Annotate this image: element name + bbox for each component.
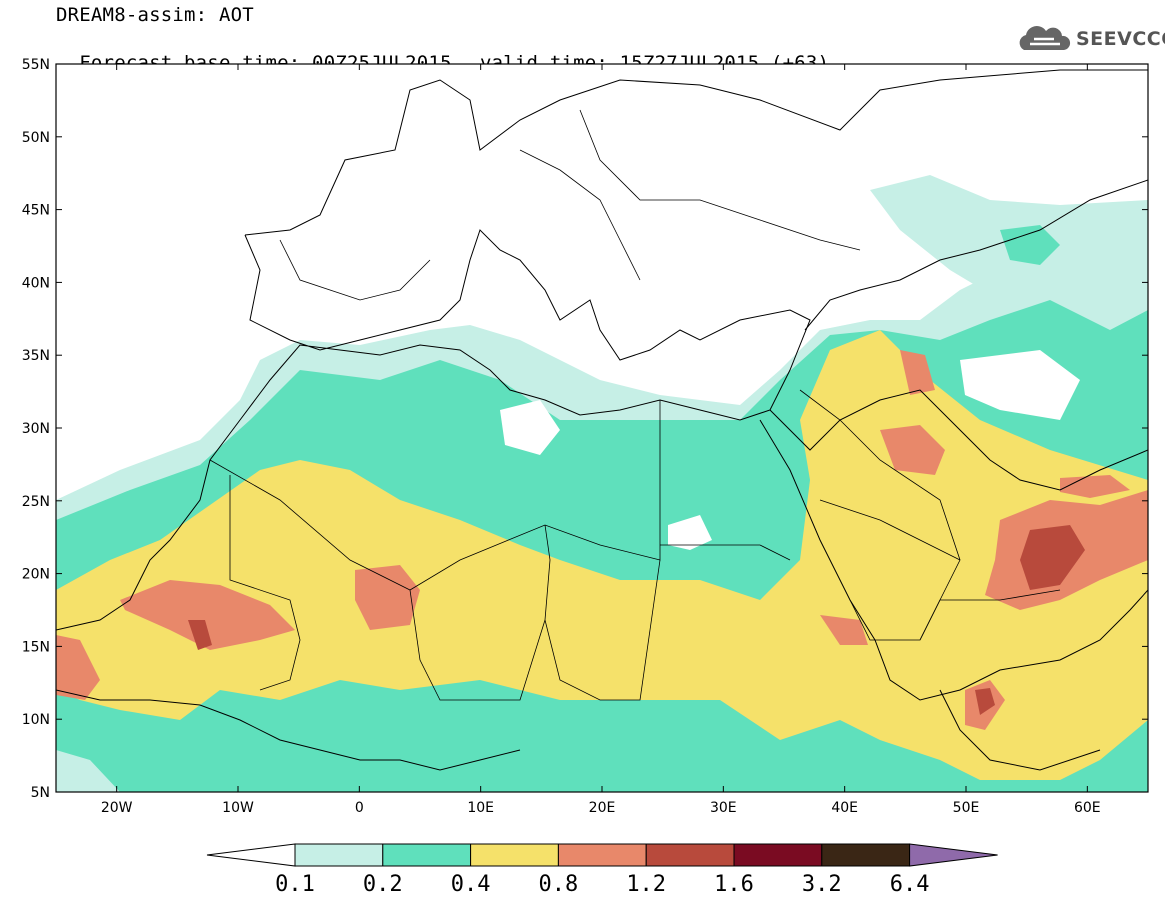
lon-tick-label: 40E bbox=[831, 800, 858, 816]
lat-tick-label: 20N bbox=[22, 567, 50, 583]
longitude-axis: 20W 10W 0 10E 20E 30E 40E 50E 60E bbox=[101, 64, 1101, 816]
latitude-axis: 55N 50N 45N 40N 35N 30N 25N 20N 15N 10N 5N bbox=[22, 57, 1148, 801]
lon-tick-label: 10W bbox=[222, 800, 254, 816]
aot-band-0.8-eritrea bbox=[820, 615, 868, 645]
colorbar-label: 0.1 bbox=[275, 872, 315, 897]
colorbar-box bbox=[382, 843, 472, 867]
lat-tick-label: 40N bbox=[22, 275, 50, 291]
colorbar-box bbox=[821, 843, 911, 867]
aot-band-1.2-horn bbox=[975, 688, 995, 715]
lon-tick-label: 20E bbox=[589, 800, 616, 816]
colorbar-box bbox=[470, 843, 559, 867]
lon-tick-label: 10E bbox=[467, 800, 494, 816]
map-title: DREAM8-assim: AOT bbox=[56, 4, 254, 26]
logo-text: SEEVCCC bbox=[1076, 28, 1165, 50]
lon-tick-label: 60E bbox=[1074, 800, 1101, 816]
lat-tick-label: 10N bbox=[22, 712, 50, 728]
colorbar-label: 1.6 bbox=[714, 872, 754, 897]
aot-clear-egypt bbox=[668, 515, 712, 550]
aot-band-0.8-senegal bbox=[56, 635, 100, 700]
aot-clear-sahara bbox=[500, 400, 560, 455]
aot-band-0.8-west bbox=[120, 580, 295, 650]
lat-tick-label: 45N bbox=[22, 203, 50, 219]
aot-band-0.8-mali bbox=[355, 565, 420, 630]
colorbar-label: 0.4 bbox=[451, 872, 491, 897]
aot-clear-iran bbox=[960, 350, 1080, 420]
colorbar-label: 1.2 bbox=[626, 872, 666, 897]
colorbar-label: 6.4 bbox=[890, 872, 930, 897]
aot-band-0.8-arabia bbox=[880, 425, 945, 475]
coastlines bbox=[56, 69, 1148, 771]
lat-tick-label: 50N bbox=[22, 130, 50, 146]
lat-tick-label: 30N bbox=[22, 421, 50, 437]
seevccc-logo: SEEVCCC bbox=[1016, 22, 1165, 56]
colorbar-label: 0.2 bbox=[363, 872, 403, 897]
aot-band-0.4 bbox=[56, 330, 1148, 780]
colorbar-box bbox=[294, 843, 384, 867]
aot-band-1.2-oman bbox=[1020, 525, 1085, 590]
aot-band-0.2-caspian bbox=[1000, 225, 1060, 265]
colorbar-arrow-high bbox=[909, 843, 998, 867]
colorbar-arrow-low bbox=[206, 843, 296, 867]
lat-tick-label: 15N bbox=[22, 639, 50, 655]
lon-tick-label: 50E bbox=[953, 800, 980, 816]
colorbar-box bbox=[557, 843, 647, 867]
lat-tick-label: 55N bbox=[22, 57, 50, 73]
lon-tick-label: 0 bbox=[355, 800, 364, 816]
lat-tick-label: 5N bbox=[31, 785, 50, 801]
lon-tick-label: 20W bbox=[101, 800, 133, 816]
cloud-icon bbox=[1019, 26, 1071, 50]
aot-band-1.2-mali bbox=[188, 620, 212, 650]
aot-band-0.8-iraq bbox=[900, 350, 935, 395]
colorbar-labels: 0.1 0.2 0.4 0.8 1.2 1.6 3.2 6.4 bbox=[275, 872, 929, 897]
colorbar-label: 3.2 bbox=[802, 872, 842, 897]
lat-tick-label: 25N bbox=[22, 494, 50, 510]
borders bbox=[209, 109, 1061, 701]
colorbar-label: 0.8 bbox=[539, 872, 579, 897]
aot-shading bbox=[56, 64, 1148, 792]
lat-tick-label: 35N bbox=[22, 348, 50, 364]
colorbar-box bbox=[733, 843, 823, 867]
colorbar-boxes bbox=[206, 843, 998, 867]
lon-tick-label: 30E bbox=[710, 800, 737, 816]
colorbar-box bbox=[645, 843, 735, 867]
